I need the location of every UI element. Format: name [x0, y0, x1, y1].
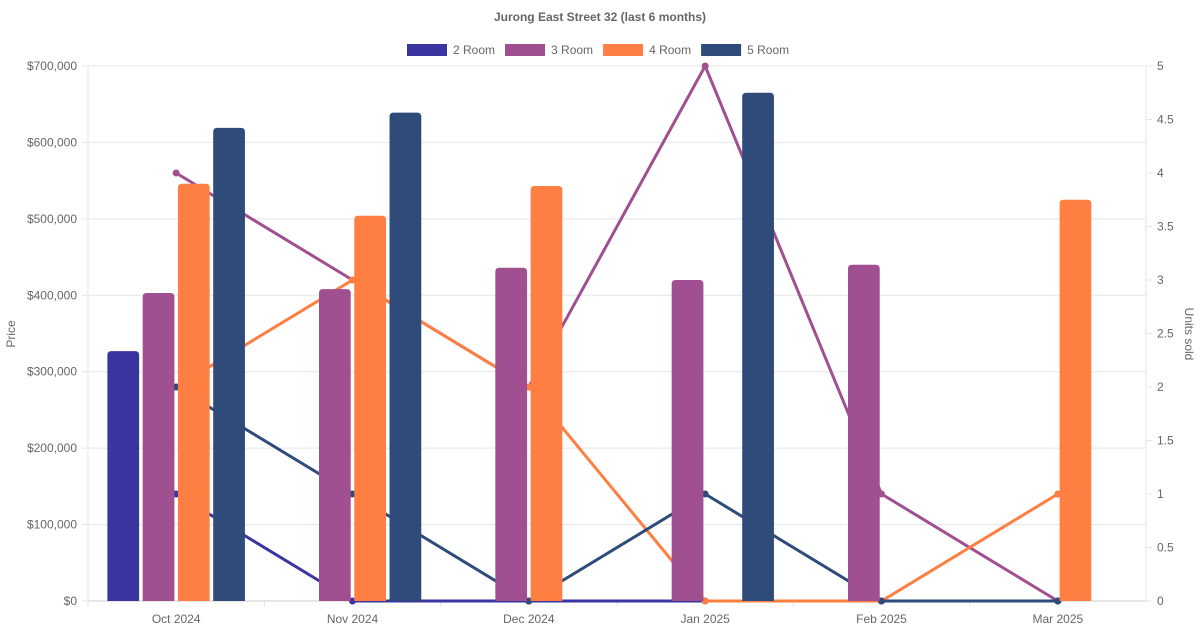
- units-point[interactable]: [1054, 597, 1062, 605]
- units-point[interactable]: [172, 169, 180, 177]
- units-point[interactable]: [172, 383, 180, 391]
- units-point[interactable]: [525, 383, 533, 391]
- y2-tick-label: 0.5: [1157, 541, 1174, 555]
- x-tick-label: Dec 2024: [503, 612, 555, 626]
- legend-swatch: [505, 44, 546, 56]
- units-point[interactable]: [701, 597, 709, 605]
- legend-label: 2 Room: [453, 43, 495, 57]
- units-point[interactable]: [1054, 490, 1062, 498]
- y2-tick-label: 3.5: [1157, 220, 1174, 234]
- price-bar-4-room[interactable]: [354, 215, 387, 602]
- y-tick-label: $200,000: [27, 441, 77, 455]
- y-tick-label: $0: [64, 594, 78, 608]
- units-point[interactable]: [701, 62, 709, 70]
- units-point[interactable]: [525, 597, 533, 605]
- grid: [82, 65, 1152, 607]
- x-tick-label: Nov 2024: [327, 612, 379, 626]
- x-tick-label: Mar 2025: [1032, 612, 1083, 626]
- price-bar-3-room[interactable]: [142, 292, 175, 601]
- legend-label: 3 Room: [551, 43, 593, 57]
- legend-item[interactable]: 2 Room: [407, 43, 495, 57]
- y2-tick-label: 1: [1157, 487, 1164, 501]
- y-axis-label: Price: [4, 320, 18, 348]
- legend-item[interactable]: 4 Room: [603, 43, 691, 57]
- x-tick-label: Oct 2024: [152, 612, 201, 626]
- y2-tick-label: 0: [1157, 594, 1164, 608]
- price-bar-4-room[interactable]: [530, 185, 563, 601]
- y-tick-label: $400,000: [27, 288, 77, 302]
- y2-tick-label: 2.5: [1157, 327, 1174, 341]
- units-point[interactable]: [349, 276, 356, 284]
- legend-item[interactable]: 5 Room: [701, 43, 789, 57]
- legend-label: 4 Room: [649, 43, 691, 57]
- units-point[interactable]: [172, 490, 180, 498]
- bars: [107, 92, 1092, 602]
- y2-axis-label: Units sold: [1182, 308, 1196, 361]
- units-point[interactable]: [701, 490, 709, 498]
- price-bar-5-room[interactable]: [213, 127, 245, 602]
- price-bar-4-room[interactable]: [177, 183, 210, 601]
- legend-label: 5 Room: [747, 43, 789, 57]
- x-tick-label: Feb 2025: [856, 612, 907, 626]
- price-bar-3-room[interactable]: [495, 267, 528, 601]
- y2-tick-label: 1.5: [1157, 434, 1174, 448]
- legend-swatch: [701, 44, 742, 56]
- units-line-3-room: [175, 62, 1059, 603]
- price-bar-3-room[interactable]: [671, 280, 704, 601]
- units-point[interactable]: [878, 490, 885, 498]
- y2-tick-label: 4.5: [1157, 113, 1174, 127]
- chart-title: Jurong East Street 32 (last 6 months): [494, 10, 706, 24]
- y-tick-label: $700,000: [27, 59, 77, 73]
- price-bar-4-room[interactable]: [1059, 199, 1092, 601]
- legend-item[interactable]: 3 Room: [505, 43, 593, 57]
- y2-tick-label: 5: [1157, 59, 1164, 73]
- axes: $0 $100,000 $200,000 $300,000 $400,000 $500,0…: [27, 59, 1174, 626]
- legend-swatch: [603, 44, 644, 56]
- legend-swatch: [407, 44, 447, 56]
- y2-tick-label: 4: [1157, 166, 1164, 180]
- price-bar-3-room[interactable]: [318, 289, 351, 601]
- price-bar-5-room[interactable]: [389, 112, 422, 601]
- units-line-4-room: [175, 278, 1059, 603]
- y-tick-label: $300,000: [27, 365, 77, 379]
- units-point[interactable]: [878, 597, 885, 605]
- x-tick-label: Jan 2025: [680, 612, 730, 626]
- y-tick-label: $100,000: [27, 518, 77, 532]
- legend: 2 Room 3 Room 4 Room 5 Room: [407, 43, 789, 57]
- price-bar-2-room[interactable]: [107, 351, 140, 601]
- price-bar-5-room[interactable]: [742, 92, 774, 601]
- y2-tick-label: 2: [1157, 380, 1164, 394]
- lines: [172, 62, 1062, 605]
- y2-tick-label: 3: [1157, 273, 1164, 287]
- units-point[interactable]: [349, 490, 356, 498]
- y-tick-label: $500,000: [27, 212, 77, 226]
- y-tick-label: $600,000: [27, 135, 77, 149]
- units-point[interactable]: [349, 597, 356, 605]
- price-bar-3-room[interactable]: [847, 264, 880, 601]
